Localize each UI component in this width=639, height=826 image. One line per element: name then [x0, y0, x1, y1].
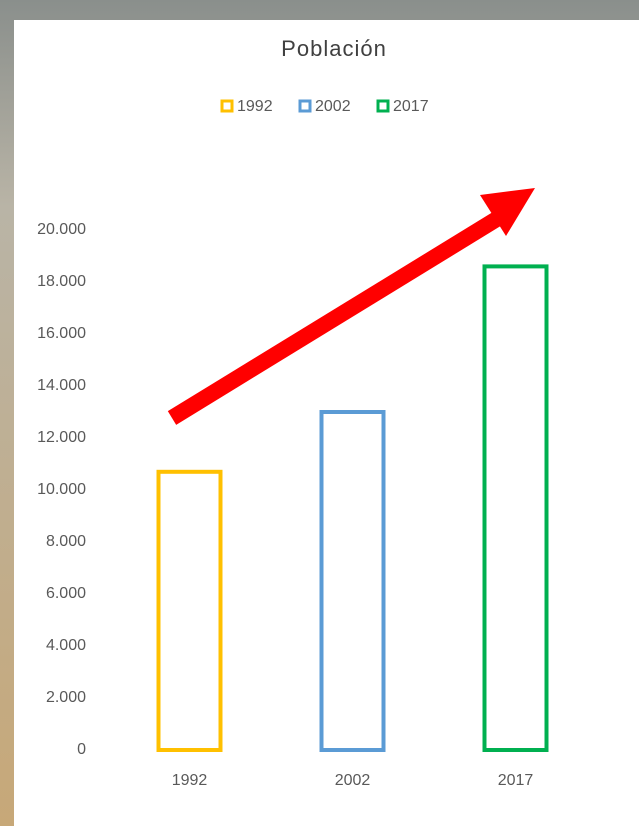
y-tick-label: 10.000 — [37, 481, 86, 498]
y-tick-label: 18.000 — [37, 273, 86, 290]
legend-label: 1992 — [237, 98, 273, 115]
legend-label: 2017 — [393, 98, 429, 115]
y-tick-label: 6.000 — [46, 585, 86, 602]
y-tick-label: 2.000 — [46, 689, 86, 706]
y-tick-label: 14.000 — [37, 377, 86, 394]
page: {"chart_data": {"type": "bar", "title": … — [0, 0, 639, 826]
y-tick-label: 0 — [77, 741, 86, 758]
y-tick-label: 20.000 — [37, 221, 86, 238]
chart: Población 0 2.000 4.000 6.000 8.000 10.000 12.… — [0, 0, 639, 826]
x-tick-label: 2017 — [498, 772, 534, 789]
y-tick-label: 8.000 — [46, 533, 86, 550]
legend-label: 2002 — [315, 98, 351, 115]
y-tick-label: 16.000 — [37, 325, 86, 342]
y-tick-label: 12.000 — [37, 429, 86, 446]
y-tick-label: 4.000 — [46, 637, 86, 654]
chart-title: Población — [281, 36, 387, 61]
x-tick-label: 1992 — [172, 772, 208, 789]
x-tick-label: 2002 — [335, 772, 371, 789]
